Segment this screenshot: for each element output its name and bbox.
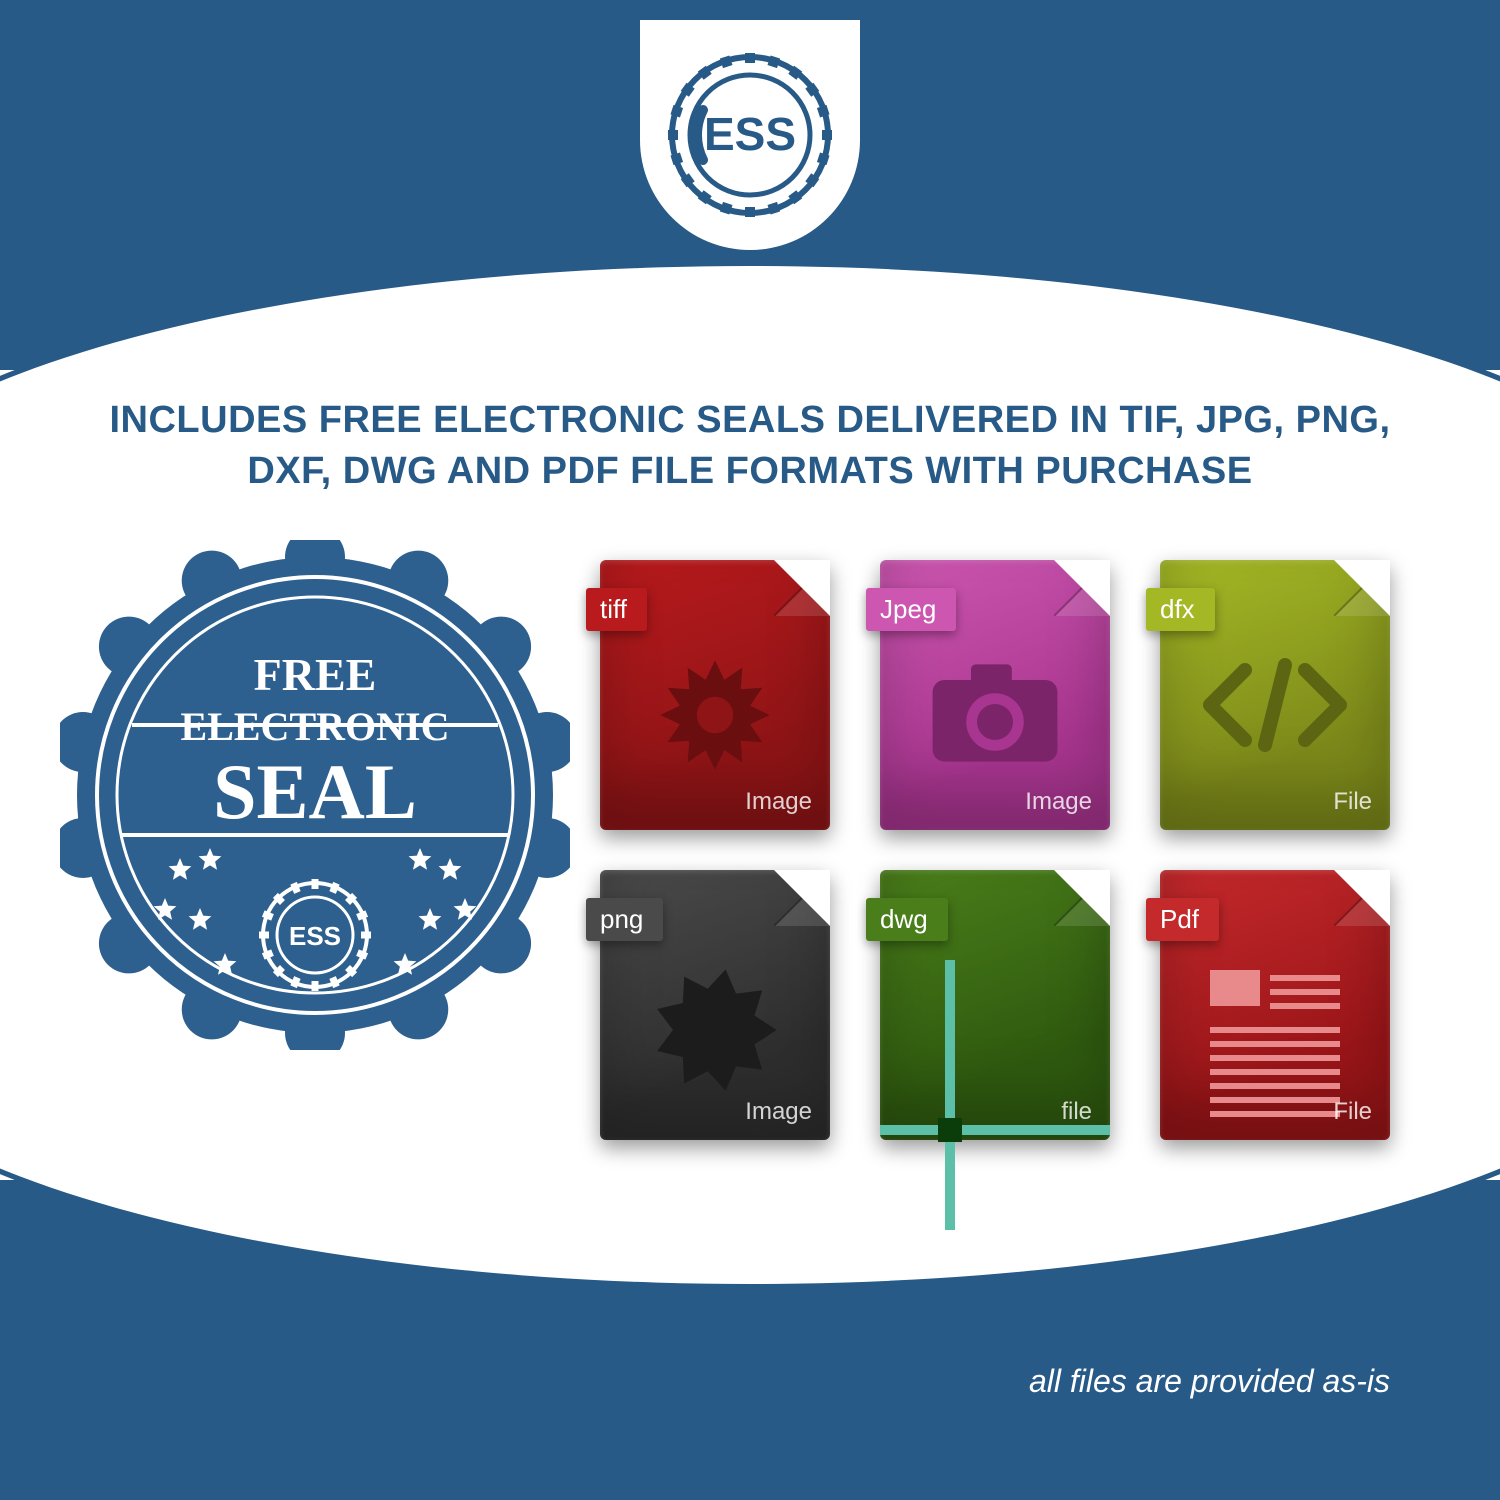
disclaimer-text: all files are provided as-is [1029, 1363, 1390, 1400]
file-footer-label: file [1061, 1098, 1092, 1126]
file-fold-corner [1054, 560, 1110, 616]
free-electronic-seal-badge: FREE ELECTRONIC SEAL ESS [60, 540, 570, 1050]
file-icon-dwg: dwg file [880, 870, 1110, 1140]
file-icon-jpeg: Jpeg Image [880, 560, 1110, 830]
file-icon-dfx: dfx File [1160, 560, 1390, 830]
file-format-label: Jpeg [866, 588, 956, 631]
file-footer-label: File [1333, 1098, 1372, 1126]
logo-text: ESS [704, 108, 796, 160]
seal-line1: FREE [254, 649, 377, 700]
file-fold-corner [1334, 870, 1390, 926]
file-footer-label: Image [745, 788, 812, 816]
file-icon-pdf: Pdf File [1160, 870, 1390, 1140]
file-fold-corner [774, 560, 830, 616]
file-footer-label: Image [1025, 788, 1092, 816]
file-format-label: png [586, 898, 663, 941]
file-glyph-code-icon [1160, 650, 1390, 765]
file-glyph-camera-icon [880, 650, 1110, 775]
file-fold-corner [1054, 870, 1110, 926]
seal-line2: ELECTRONIC [181, 704, 450, 749]
ess-gear-logo: ESS [665, 50, 835, 220]
file-fold-corner [774, 870, 830, 926]
seal-inner-logo: ESS [289, 921, 341, 951]
logo-container: ESS [640, 20, 860, 250]
file-format-label: tiff [586, 588, 647, 631]
file-footer-label: Image [745, 1098, 812, 1126]
file-glyph-burst-icon [600, 960, 830, 1105]
file-format-grid: tiff Image Jpeg Image dfx File png Image… [600, 560, 1440, 1160]
file-format-label: Pdf [1146, 898, 1219, 941]
file-fold-corner [1334, 560, 1390, 616]
file-format-label: dwg [866, 898, 948, 941]
seal-line3: SEAL [213, 748, 417, 835]
headline-text: INCLUDES FREE ELECTRONIC SEALS DELIVERED… [80, 395, 1420, 498]
file-icon-tiff: tiff Image [600, 560, 830, 830]
file-footer-label: File [1333, 788, 1372, 816]
file-format-label: dfx [1146, 588, 1215, 631]
file-glyph-gear-icon [600, 650, 830, 785]
file-icon-png: png Image [600, 870, 830, 1140]
